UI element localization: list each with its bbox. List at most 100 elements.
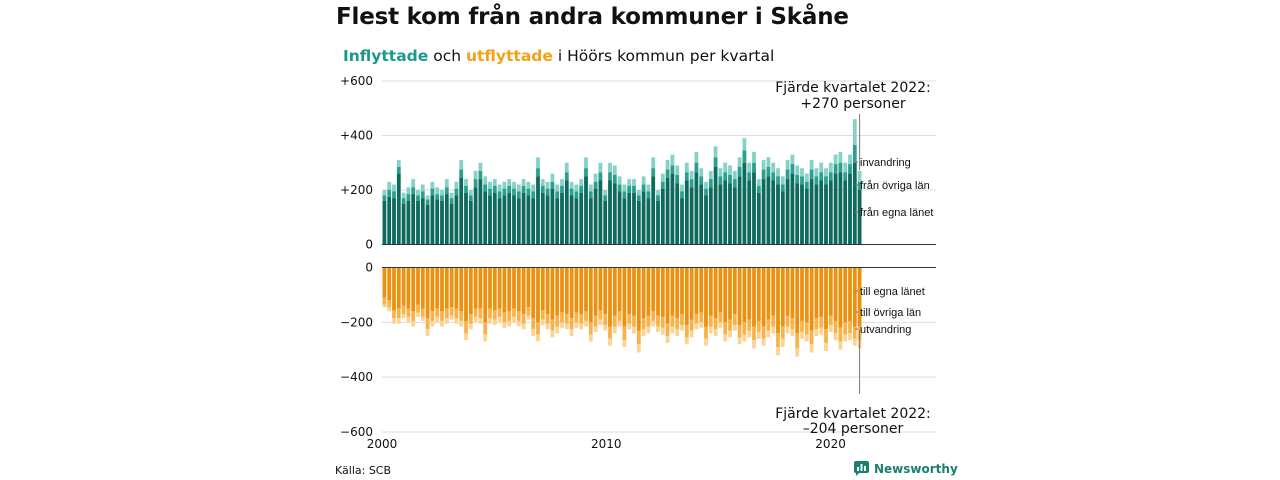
bar-outflow-other-county: [416, 304, 420, 313]
bar-inflow-own-county: [588, 198, 593, 245]
bar-inflow-own-county: [516, 198, 521, 245]
bar-outflow-emigration: [665, 336, 670, 343]
bar-inflow-own-county: [728, 183, 732, 245]
bar-inflow-own-county: [848, 173, 852, 245]
bar-inflow-other-county: [804, 181, 809, 189]
bar-inflow-emigration: [819, 162, 824, 173]
bar-inflow-other-county: [742, 150, 747, 163]
bar-inflow-own-county: [718, 184, 723, 245]
bar-inflow-emigration: [507, 179, 512, 186]
bar-inflow-emigration: [694, 151, 699, 163]
bar-inflow-other-county: [632, 185, 636, 193]
bar-inflow-emigration: [569, 181, 574, 189]
bar-outflow-own-county: [771, 267, 776, 316]
bar-inflow-other-county: [776, 176, 780, 185]
bar-outflow-own-county: [574, 267, 579, 313]
bar-outflow-other-county: [483, 322, 488, 335]
bar-outflow-own-county: [416, 267, 420, 305]
bar-inflow-emigration: [665, 160, 670, 170]
bar-inflow-own-county: [708, 187, 713, 245]
bar-outflow-emigration: [569, 329, 574, 337]
bar-inflow-own-county: [382, 200, 387, 245]
bar-outflow-emigration: [536, 334, 540, 342]
bar-outflow-emigration: [708, 326, 713, 334]
bar-outflow-other-county: [852, 326, 857, 339]
bar-inflow-emigration: [502, 181, 507, 189]
bar-inflow-emigration: [440, 190, 444, 196]
bar-outflow-own-county: [478, 267, 483, 309]
bar-inflow-own-county: [742, 162, 747, 245]
bar-outflow-other-county: [560, 312, 564, 323]
bar-outflow-emigration: [416, 312, 420, 317]
bar-inflow-own-county: [387, 196, 392, 245]
bar-outflow-other-county: [584, 311, 588, 321]
bar-inflow-other-county: [708, 179, 713, 188]
bar-inflow-emigration: [521, 179, 526, 186]
bar-inflow-own-county: [617, 191, 622, 245]
bar-outflow-emigration: [531, 329, 536, 337]
chart-subtitle: Inflyttade och utflyttade i Höörs kommun…: [343, 47, 774, 65]
bar-inflow-own-county: [416, 200, 420, 245]
bar-outflow-own-county: [747, 267, 752, 320]
bar-outflow-emigration: [603, 325, 608, 331]
bar-inflow-own-county: [531, 198, 536, 245]
bar-inflow-other-county: [608, 172, 612, 181]
bar-inflow-emigration: [766, 157, 771, 167]
x-tick-label: 2010: [591, 437, 622, 451]
bar-inflow-own-county: [804, 188, 809, 245]
bar-inflow-other-county: [497, 191, 502, 199]
bar-inflow-other-county: [502, 188, 507, 196]
bar-inflow-emigration: [771, 162, 776, 173]
bar-outflow-own-county: [603, 267, 608, 315]
bar-outflow-other-county: [771, 315, 776, 327]
bar-inflow-own-county: [521, 192, 526, 245]
bar-inflow-other-county: [411, 187, 416, 195]
bar-outflow-other-county: [843, 322, 848, 335]
bar-outflow-other-county: [454, 308, 459, 319]
series-label-outflow: till övriga län: [860, 307, 921, 319]
bar-outflow-own-county: [593, 267, 598, 316]
bar-outflow-emigration: [454, 318, 459, 324]
bar-inflow-emigration: [401, 192, 406, 199]
bar-inflow-own-county: [766, 176, 771, 245]
bar-inflow-other-county: [536, 168, 540, 177]
bar-inflow-other-county: [507, 185, 512, 193]
bar-outflow-other-county: [392, 309, 396, 319]
bar-inflow-emigration: [742, 138, 747, 151]
bar-outflow-emigration: [632, 326, 636, 334]
bar-outflow-emigration: [444, 318, 449, 324]
bar-outflow-other-county: [800, 320, 804, 332]
bar-outflow-other-county: [708, 315, 713, 327]
bar-outflow-emigration: [430, 320, 435, 327]
bar-outflow-emigration: [651, 320, 656, 327]
bar-inflow-own-county: [747, 180, 752, 245]
bar-inflow-emigration: [588, 184, 593, 192]
bar-outflow-other-county: [728, 319, 732, 331]
bar-inflow-emigration: [804, 173, 809, 182]
bar-inflow-other-county: [473, 179, 478, 188]
bar-inflow-emigration: [387, 181, 392, 190]
bar-outflow-own-county: [464, 267, 468, 321]
bar-inflow-other-county: [680, 191, 684, 199]
bar-inflow-own-county: [651, 176, 656, 245]
bar-inflow-own-county: [396, 173, 401, 245]
bar-inflow-emigration: [843, 162, 848, 173]
bar-outflow-emigration: [660, 327, 665, 335]
bar-outflow-emigration: [483, 334, 488, 342]
bar-inflow-other-county: [824, 176, 828, 185]
bar-inflow-emigration: [704, 181, 708, 189]
bar-inflow-other-county: [819, 172, 824, 181]
bar-inflow-other-county: [603, 195, 608, 201]
bar-inflow-emigration: [468, 190, 473, 196]
bar-inflow-own-county: [574, 198, 579, 245]
bar-inflow-other-county: [512, 188, 516, 196]
bar-inflow-own-county: [440, 200, 444, 245]
bar-outflow-own-county: [843, 267, 848, 323]
bar-inflow-emigration: [708, 170, 713, 180]
bar-outflow-emigration: [521, 323, 526, 330]
bar-inflow-other-county: [771, 172, 776, 181]
bar-outflow-emigration: [545, 323, 550, 330]
bar-inflow-own-county: [790, 173, 795, 245]
bar-inflow-own-county: [694, 172, 699, 245]
